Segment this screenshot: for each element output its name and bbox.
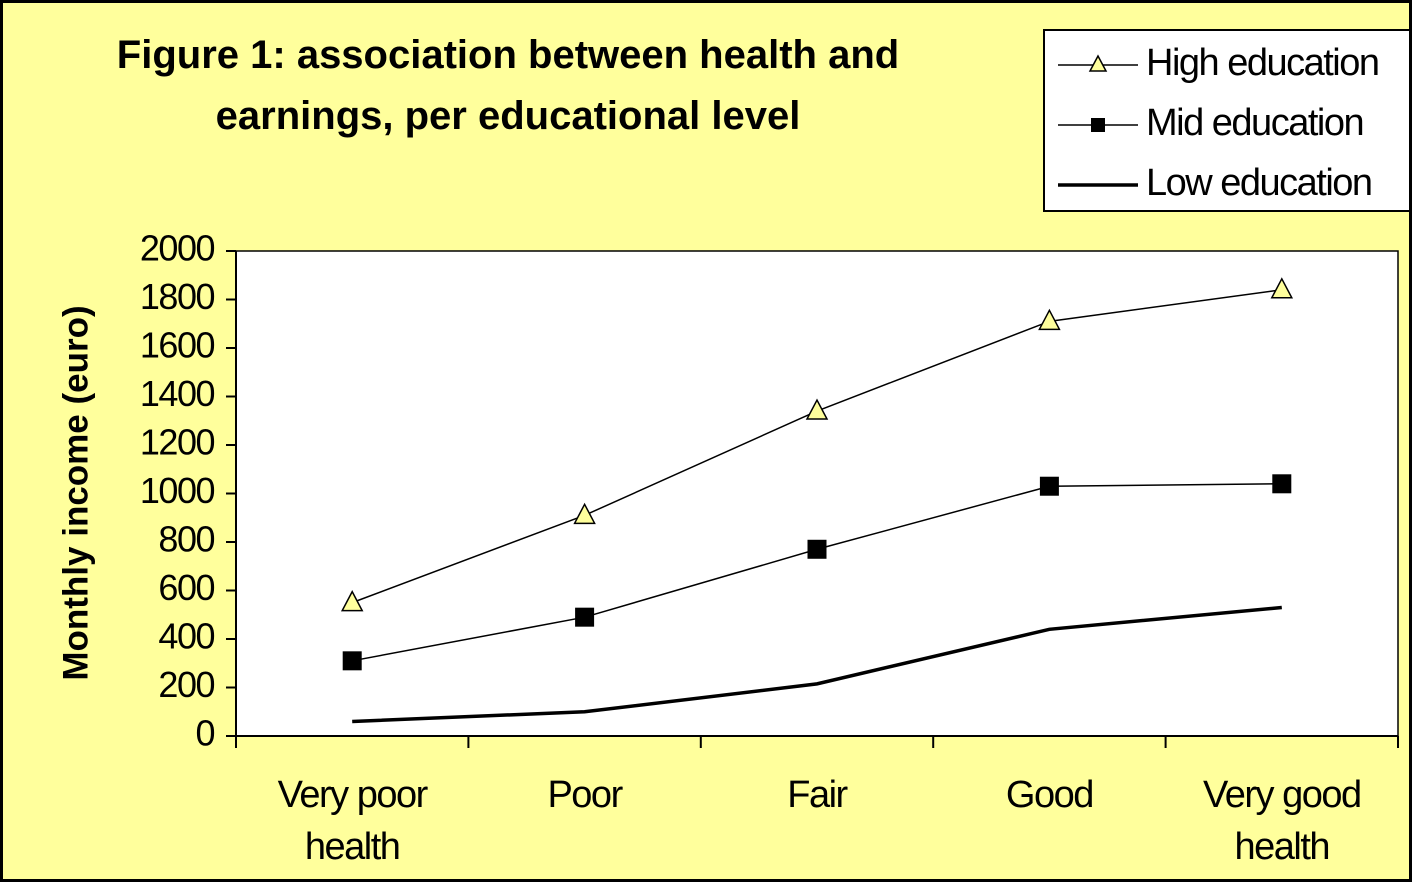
legend-marker (1088, 54, 1108, 72)
chart-title: Figure 1: association between health and… (116, 33, 900, 138)
y-tick-label: 400 (158, 616, 214, 657)
y-tick-label: 2000 (140, 228, 215, 269)
data-point (340, 590, 364, 612)
y-tick-label: 1800 (140, 276, 215, 317)
series-line (352, 605, 1282, 724)
data-point (1039, 476, 1059, 496)
y-axis-label: Monthly income (euro) (56, 305, 95, 680)
data-point (1038, 308, 1061, 331)
y-tick-label: 1400 (140, 373, 215, 414)
legend-label: Mid education (1146, 102, 1363, 144)
legend-marker (1091, 118, 1105, 132)
chart-canvas: 0 200 400 600 800 1000 1200 1400 1600 1800 2000 Mon… (56, 29, 1409, 754)
x-tick-label: Poor (547, 774, 623, 816)
data-point (573, 502, 596, 525)
data-point (807, 539, 827, 559)
data-point (805, 398, 829, 420)
y-tick-label: 0 (195, 713, 214, 754)
y-tick-label: 1600 (140, 325, 215, 366)
data-point (342, 651, 362, 671)
y-tick-label: 1000 (140, 470, 215, 511)
x-tick-label: Fair (787, 774, 848, 816)
data-point (575, 607, 595, 627)
y-tick-label: 600 (158, 567, 214, 608)
x-tick-label: Very good health (1202, 774, 1362, 868)
legend-label: High education (1146, 42, 1379, 84)
y-tick-label: 200 (158, 664, 214, 705)
data-point (1270, 277, 1294, 299)
x-tick-label: Very poor health (277, 774, 429, 868)
plot-area (235, 250, 1399, 737)
legend-label: Low education (1146, 162, 1372, 204)
data-point (1272, 474, 1292, 494)
y-tick-label: 800 (158, 519, 214, 560)
x-tick-label: Good (1005, 774, 1094, 816)
y-tick-label: 1200 (140, 422, 215, 463)
